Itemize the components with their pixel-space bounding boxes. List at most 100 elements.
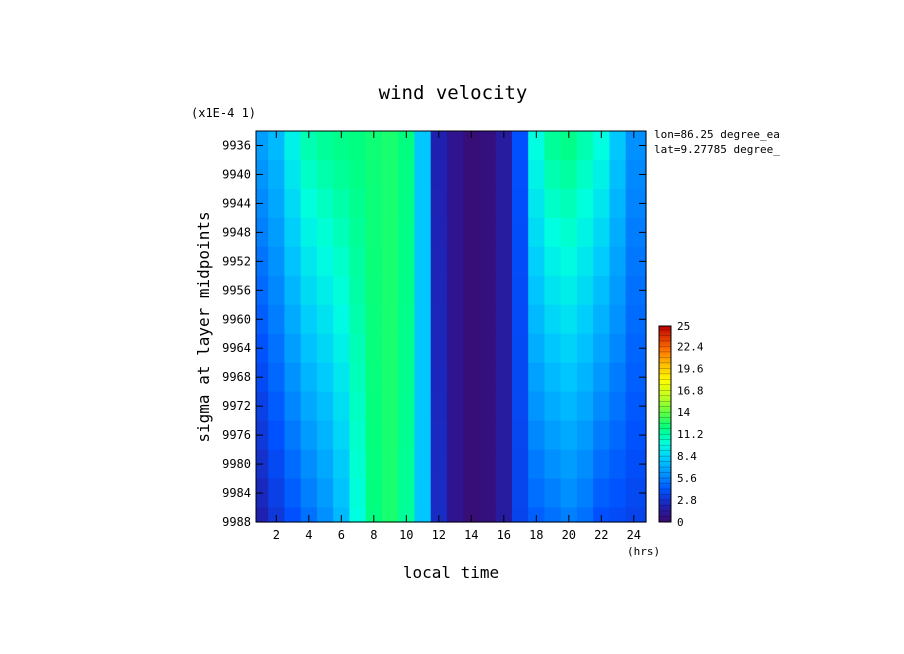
colorbar-tick-label: 25 (677, 320, 690, 333)
x-tick-label: 2 (273, 528, 280, 542)
heatmap-cell (349, 333, 367, 364)
heatmap-cell (316, 217, 334, 248)
heatmap-cell (381, 275, 399, 306)
heatmap-cell (463, 188, 481, 219)
heatmap-cell (609, 333, 627, 364)
heatmap-cell (511, 362, 529, 393)
heatmap-cell (495, 391, 513, 422)
heatmap-cell (495, 217, 513, 248)
heatmap-cell (316, 391, 334, 422)
heatmap-cell (528, 391, 546, 422)
y-tick-label: 9944 (222, 196, 251, 210)
heatmap-cell (316, 188, 334, 219)
heatmap-cell (479, 507, 497, 523)
heatmap-cell (560, 304, 578, 335)
heatmap-cell (365, 362, 383, 393)
heatmap-cell (381, 507, 399, 523)
colorbar-tick-label: 5.6 (677, 472, 697, 485)
heatmap-cell (398, 246, 416, 277)
heatmap-cell (284, 391, 302, 422)
heatmap-cell (625, 188, 647, 219)
heatmap-cell (349, 131, 367, 161)
heatmap-cell (544, 217, 562, 248)
heatmap-cell (284, 188, 302, 219)
heatmap-cell (333, 131, 351, 161)
heatmap-cell (381, 159, 399, 190)
heatmap-cell (365, 449, 383, 480)
heatmap-cell (268, 304, 286, 335)
x-tick-label: 4 (305, 528, 312, 542)
heatmap-cell (576, 391, 594, 422)
heatmap-cell (593, 275, 611, 306)
heatmap-cell (333, 275, 351, 306)
heatmap-cell (300, 159, 318, 190)
heatmap-cell (430, 333, 448, 364)
heatmap-cell (609, 304, 627, 335)
heatmap-cell (593, 420, 611, 451)
heatmap-cell (268, 478, 286, 509)
heatmap-cell (495, 188, 513, 219)
heatmap-cell (414, 246, 432, 277)
heatmap-cell (463, 449, 481, 480)
heatmap-cell (398, 188, 416, 219)
heatmap-cell (576, 246, 594, 277)
colorbar-tick-label: 19.6 (677, 362, 704, 375)
heatmap-cell (398, 391, 416, 422)
x-tick-label: 14 (464, 528, 478, 542)
heatmap-cell (333, 391, 351, 422)
heatmap-cell (316, 246, 334, 277)
heatmap-cell (609, 507, 627, 523)
heatmap-cell (560, 131, 578, 161)
heatmap-cell (544, 275, 562, 306)
heatmap-cell (576, 420, 594, 451)
heatmap-cell (511, 304, 529, 335)
heatmap-cell (609, 131, 627, 161)
heatmap-cell (479, 246, 497, 277)
x-unit-label: (hrs) (627, 545, 660, 558)
heatmap-cell (528, 159, 546, 190)
heatmap-cell (511, 131, 529, 161)
heatmap-cell (576, 159, 594, 190)
heatmap-cell (268, 333, 286, 364)
heatmap-cell (414, 420, 432, 451)
heatmap-cell (593, 159, 611, 190)
heatmap-cell (576, 188, 594, 219)
heatmap-cell (268, 246, 286, 277)
heatmap-cell (560, 159, 578, 190)
heatmap-field (256, 131, 647, 523)
x-tick-label: 12 (432, 528, 446, 542)
heatmap-cell (284, 420, 302, 451)
heatmap-cell (446, 449, 464, 480)
y-tick-label: 9980 (222, 457, 251, 471)
heatmap-cell (398, 449, 416, 480)
heatmap-cell (560, 246, 578, 277)
x-axis-label: local time (403, 563, 499, 582)
heatmap-cell (414, 362, 432, 393)
heatmap-cell (544, 304, 562, 335)
colorbar (658, 325, 672, 523)
heatmap-cell (365, 188, 383, 219)
heatmap-cell (284, 275, 302, 306)
x-axis: 2 4 6 8 10 12 14 16 18 20 22 24 (273, 131, 641, 542)
heatmap-cell (365, 275, 383, 306)
heatmap-cell (479, 449, 497, 480)
heatmap-cell (300, 449, 318, 480)
heatmap-cell (528, 420, 546, 451)
heatmap-cell (381, 391, 399, 422)
heatmap-cell (398, 217, 416, 248)
heatmap-cell (528, 449, 546, 480)
x-tick-label: 10 (399, 528, 413, 542)
heatmap-cell (593, 478, 611, 509)
heatmap-cell (511, 217, 529, 248)
y-axis: 9936 9940 9944 9948 9952 9956 9960 9964 9968 9972… (222, 138, 646, 529)
heatmap-cell (528, 333, 546, 364)
heatmap-cell (511, 420, 529, 451)
heatmap-cell (316, 362, 334, 393)
heatmap-cell (625, 478, 647, 509)
heatmap-cell (333, 304, 351, 335)
heatmap-cell (544, 159, 562, 190)
heatmap-cell (528, 275, 546, 306)
heatmap-cell (365, 420, 383, 451)
heatmap-cell (333, 362, 351, 393)
heatmap-cell (625, 275, 647, 306)
